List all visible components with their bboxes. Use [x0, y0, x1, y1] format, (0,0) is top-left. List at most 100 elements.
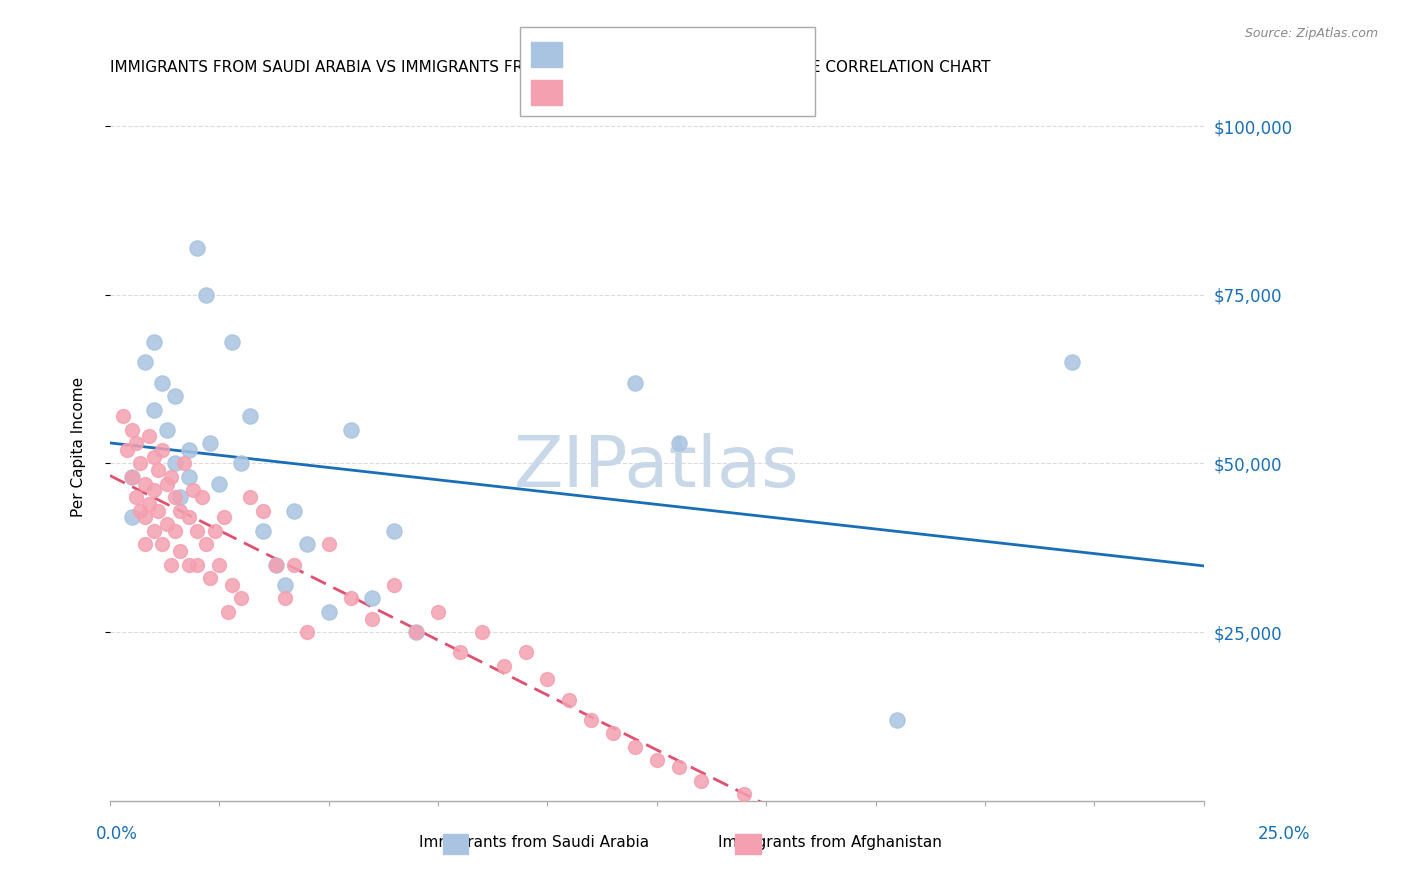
- Point: [138, 497, 160, 511]
- Point: [405, 625, 427, 640]
- Point: [602, 726, 624, 740]
- Point: [274, 578, 297, 592]
- Text: Immigrants from Saudi Arabia: Immigrants from Saudi Arabia: [419, 836, 650, 850]
- Point: [212, 510, 235, 524]
- Point: [156, 476, 179, 491]
- Point: [190, 490, 212, 504]
- Point: [200, 571, 222, 585]
- Point: [515, 645, 537, 659]
- Point: [624, 376, 647, 390]
- Point: [186, 558, 208, 572]
- Point: [160, 470, 183, 484]
- Point: [156, 517, 179, 532]
- Point: [156, 423, 179, 437]
- Point: [221, 334, 243, 349]
- Point: [177, 470, 200, 484]
- Point: [1062, 355, 1084, 369]
- Text: 25.0%: 25.0%: [1258, 825, 1310, 843]
- Point: [382, 524, 405, 538]
- Point: [339, 591, 361, 606]
- Point: [200, 436, 222, 450]
- Point: [204, 524, 226, 538]
- Point: [125, 490, 148, 504]
- Point: [252, 524, 274, 538]
- Text: Source: ZipAtlas.com: Source: ZipAtlas.com: [1244, 27, 1378, 40]
- Point: [382, 578, 405, 592]
- Point: [186, 241, 208, 255]
- Text: ZIPatlas: ZIPatlas: [515, 434, 800, 502]
- Point: [239, 409, 262, 424]
- Point: [134, 355, 156, 369]
- Point: [558, 692, 581, 706]
- Point: [125, 436, 148, 450]
- Point: [142, 450, 165, 464]
- Point: [733, 787, 755, 801]
- Point: [283, 558, 305, 572]
- Point: [471, 625, 494, 640]
- Point: [160, 558, 183, 572]
- Point: [229, 457, 252, 471]
- Point: [173, 457, 195, 471]
- Point: [142, 483, 165, 498]
- Point: [208, 476, 231, 491]
- Point: [283, 504, 305, 518]
- Point: [195, 537, 218, 551]
- Point: [186, 524, 208, 538]
- Point: [150, 442, 173, 457]
- Point: [668, 436, 690, 450]
- Point: [195, 288, 218, 302]
- Text: IMMIGRANTS FROM SAUDI ARABIA VS IMMIGRANTS FROM AFGHANISTAN PER CAPITA INCOME CO: IMMIGRANTS FROM SAUDI ARABIA VS IMMIGRAN…: [110, 60, 990, 75]
- Point: [318, 605, 340, 619]
- Point: [361, 591, 384, 606]
- Point: [150, 537, 173, 551]
- Point: [134, 476, 156, 491]
- Point: [177, 558, 200, 572]
- Point: [165, 457, 187, 471]
- Point: [150, 376, 173, 390]
- Point: [142, 402, 165, 417]
- Point: [146, 463, 169, 477]
- Point: [134, 537, 156, 551]
- Point: [295, 625, 318, 640]
- Point: [229, 591, 252, 606]
- Point: [217, 605, 239, 619]
- Point: [129, 504, 152, 518]
- Point: [134, 510, 156, 524]
- Point: [221, 578, 243, 592]
- Point: [146, 504, 169, 518]
- Text: N = 68: N = 68: [714, 81, 779, 99]
- Point: [169, 544, 191, 558]
- Point: [339, 423, 361, 437]
- Point: [121, 470, 143, 484]
- Point: [264, 558, 287, 572]
- Text: N = 33: N = 33: [714, 43, 779, 61]
- Point: [645, 753, 668, 767]
- Text: 0.0%: 0.0%: [96, 825, 138, 843]
- Point: [121, 510, 143, 524]
- Point: [252, 504, 274, 518]
- Point: [264, 558, 287, 572]
- Point: [165, 389, 187, 403]
- Point: [405, 625, 427, 640]
- Text: R = -0.585: R = -0.585: [574, 81, 682, 99]
- Point: [111, 409, 134, 424]
- Point: [624, 739, 647, 754]
- Point: [239, 490, 262, 504]
- Text: Immigrants from Afghanistan: Immigrants from Afghanistan: [717, 836, 942, 850]
- Point: [177, 442, 200, 457]
- Point: [165, 490, 187, 504]
- Point: [169, 504, 191, 518]
- Point: [181, 483, 204, 498]
- Point: [208, 558, 231, 572]
- Point: [142, 524, 165, 538]
- Point: [449, 645, 471, 659]
- Point: [129, 457, 152, 471]
- Point: [886, 713, 908, 727]
- Point: [274, 591, 297, 606]
- Text: R =  0.175: R = 0.175: [574, 43, 682, 61]
- Point: [668, 760, 690, 774]
- Point: [536, 673, 558, 687]
- Point: [142, 334, 165, 349]
- Y-axis label: Per Capita Income: Per Capita Income: [72, 376, 86, 516]
- Point: [169, 490, 191, 504]
